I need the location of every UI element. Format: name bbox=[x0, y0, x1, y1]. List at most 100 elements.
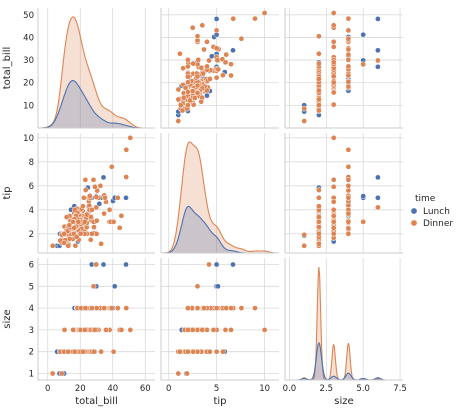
point-dinner bbox=[204, 63, 210, 70]
point-dinner bbox=[316, 194, 322, 201]
point-dinner bbox=[316, 224, 322, 230]
point-dinner bbox=[82, 187, 89, 193]
point-dinner bbox=[123, 146, 130, 153]
point-dinner bbox=[77, 230, 84, 237]
y-tick-label: 2 bbox=[29, 348, 34, 358]
point-dinner bbox=[194, 89, 201, 96]
point-dinner bbox=[194, 327, 201, 333]
point-dinner bbox=[301, 242, 308, 249]
point-dinner bbox=[330, 212, 337, 219]
kde-fill-dinner bbox=[285, 267, 403, 380]
point-dinner bbox=[213, 45, 220, 52]
point-dinner bbox=[316, 230, 322, 237]
point-dinner bbox=[61, 230, 67, 237]
point-dinner bbox=[330, 134, 337, 141]
x-tick-label: 5 bbox=[214, 384, 219, 394]
point-dinner bbox=[230, 15, 237, 22]
point-dinner bbox=[81, 218, 88, 225]
point-dinner bbox=[199, 327, 206, 333]
point-dinner bbox=[177, 50, 183, 57]
panel-tip-vs-size bbox=[284, 133, 403, 254]
panel-tip-vs-tip bbox=[160, 133, 279, 254]
y-tick-label: 10 bbox=[23, 101, 34, 111]
point-dinner bbox=[207, 76, 213, 82]
y-tick-label: 4 bbox=[29, 304, 34, 314]
point-lunch bbox=[96, 200, 103, 207]
point-dinner bbox=[345, 27, 352, 34]
point-dinner bbox=[101, 210, 107, 217]
point-dinner bbox=[175, 118, 182, 124]
point-dinner bbox=[90, 283, 97, 290]
point-dinner bbox=[194, 33, 201, 40]
point-lunch bbox=[100, 261, 107, 268]
point-dinner bbox=[103, 327, 109, 333]
point-dinner bbox=[114, 305, 121, 311]
panel-total_bill-vs-tip bbox=[160, 8, 279, 129]
point-dinner bbox=[206, 261, 212, 268]
point-dinner bbox=[316, 76, 322, 82]
point-dinner bbox=[114, 194, 121, 201]
point-lunch bbox=[375, 47, 381, 54]
point-dinner bbox=[330, 59, 337, 66]
point-dinner bbox=[316, 60, 322, 67]
x-tick-label: 5.0 bbox=[356, 384, 370, 394]
point-dinner bbox=[330, 79, 337, 86]
y-tick-label: 4 bbox=[29, 206, 34, 216]
point-dinner bbox=[177, 102, 184, 109]
x-axis-label-total_bill: total_bill bbox=[75, 396, 118, 407]
point-dinner bbox=[330, 224, 337, 231]
legend-label-dinner: Dinner bbox=[423, 219, 453, 229]
point-dinner bbox=[87, 236, 94, 243]
point-dinner bbox=[191, 95, 198, 101]
point-dinner bbox=[345, 230, 352, 237]
point-dinner bbox=[110, 348, 117, 355]
point-dinner bbox=[184, 370, 190, 377]
point-dinner bbox=[194, 82, 201, 89]
point-dinner bbox=[261, 327, 268, 333]
point-dinner bbox=[116, 224, 123, 231]
y-axis-label-total_bill: total_bill bbox=[2, 47, 13, 90]
point-lunch bbox=[123, 194, 129, 201]
y-tick-label: 3 bbox=[29, 326, 34, 336]
point-dinner bbox=[223, 305, 230, 311]
point-dinner bbox=[88, 214, 94, 220]
legend-marker-lunch bbox=[410, 207, 418, 215]
point-dinner bbox=[316, 87, 322, 94]
point-dinner bbox=[316, 240, 322, 247]
point-dinner bbox=[207, 348, 213, 355]
point-lunch bbox=[213, 261, 220, 268]
point-dinner bbox=[330, 183, 337, 190]
x-axis-label-tip: tip bbox=[213, 396, 226, 407]
point-lunch bbox=[375, 174, 381, 181]
point-dinner bbox=[189, 24, 196, 31]
point-dinner bbox=[330, 73, 337, 80]
point-dinner bbox=[108, 305, 115, 311]
point-dinner bbox=[198, 64, 205, 71]
point-dinner bbox=[71, 224, 78, 231]
y-tick-label: 50 bbox=[23, 11, 34, 21]
y-tick-label: 10 bbox=[23, 134, 34, 144]
point-dinner bbox=[360, 218, 367, 225]
point-dinner bbox=[90, 176, 97, 183]
point-dinner bbox=[330, 198, 337, 205]
point-dinner bbox=[345, 46, 352, 53]
point-dinner bbox=[204, 38, 210, 45]
kde-fill-dinner bbox=[38, 16, 155, 128]
point-dinner bbox=[186, 97, 193, 104]
point-dinner bbox=[345, 210, 352, 217]
point-dinner bbox=[185, 305, 191, 311]
point-dinner bbox=[110, 218, 117, 225]
x-tick-label: 2.5 bbox=[320, 384, 334, 394]
point-dinner bbox=[301, 118, 308, 124]
point-dinner bbox=[91, 348, 97, 355]
point-dinner bbox=[316, 214, 322, 220]
point-dinner bbox=[93, 261, 100, 268]
point-dinner bbox=[330, 230, 337, 237]
point-dinner bbox=[345, 15, 352, 22]
point-dinner bbox=[345, 51, 352, 58]
point-dinner bbox=[228, 72, 234, 79]
point-dinner bbox=[200, 70, 207, 77]
point-dinner bbox=[127, 134, 134, 141]
point-dinner bbox=[316, 218, 322, 225]
point-lunch bbox=[100, 174, 107, 181]
